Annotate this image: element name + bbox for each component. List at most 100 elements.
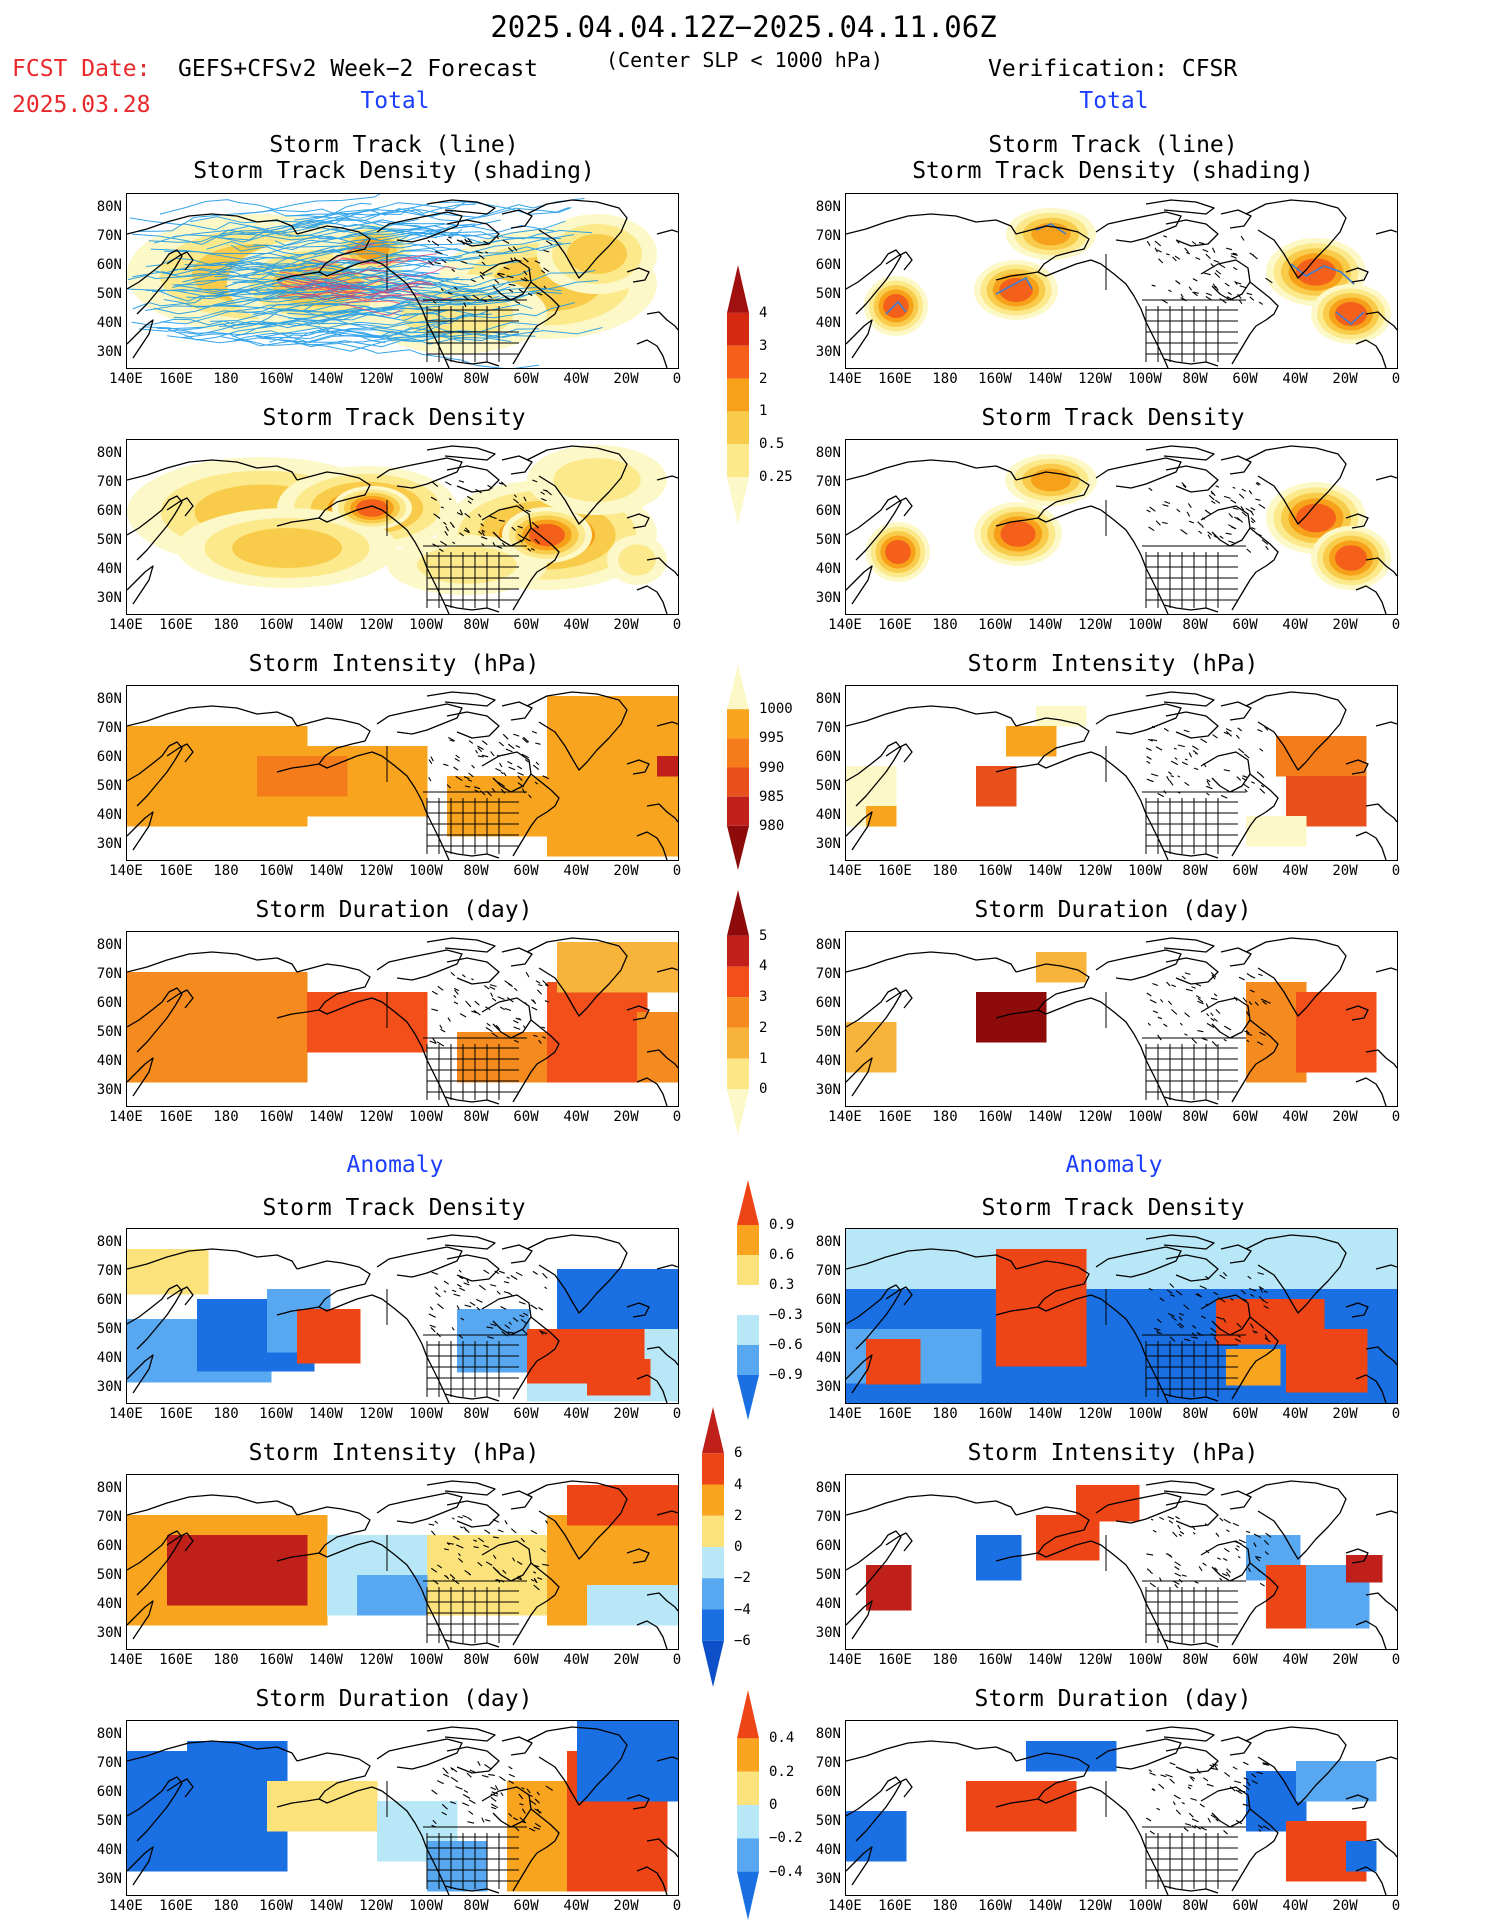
lat-tick-label: 40N (815, 561, 841, 577)
lon-tick-label: 60W (513, 371, 539, 387)
map-intensity-forecast (126, 685, 679, 861)
map-intensity-anom-forecast (126, 1474, 679, 1650)
lat-tick-label: 60N (815, 1292, 841, 1308)
lon-tick-label: 140E (828, 1406, 862, 1422)
lon-tick-label: 140W (309, 1406, 343, 1422)
lat-tick-label: 70N (96, 720, 122, 736)
colorbar-tick-label: −4 (734, 1601, 751, 1618)
colorbar-tick-label: −6 (734, 1632, 751, 1649)
lon-tick-label: 140E (109, 371, 143, 387)
lat-tick-label: 60N (815, 257, 841, 273)
colorbar-duration-total (727, 890, 749, 1135)
lat-tick-label: 50N (96, 286, 122, 302)
title-track-line-left: Storm Track (line) (269, 132, 519, 158)
title-duration-anom-left: Storm Duration (day) (255, 1686, 533, 1712)
lat-tick-label: 80N (815, 199, 841, 215)
lon-tick-label: 140W (309, 863, 343, 879)
lat-tick-label: 40N (815, 1842, 841, 1858)
lon-tick-label: 120W (1078, 1109, 1112, 1125)
lon-tick-label: 140E (109, 1652, 143, 1668)
colorbar-tick-label: 6 (734, 1445, 743, 1462)
lat-tick-label: 50N (96, 1813, 122, 1829)
lon-tick-label: 0 (1391, 863, 1401, 879)
lon-tick-label: 100W (409, 371, 443, 387)
map-density-verification (845, 439, 1398, 615)
lon-tick-label: 180 (932, 1652, 958, 1668)
lat-tick-label: 60N (96, 1292, 122, 1308)
lon-tick-label: 180 (932, 371, 958, 387)
colorbar-duration-anom (737, 1690, 759, 1920)
lon-tick-label: 140E (828, 863, 862, 879)
lat-tick-label: 70N (96, 1755, 122, 1771)
lon-tick-label: 140E (109, 1406, 143, 1422)
lon-tick-label: 60W (1232, 863, 1258, 879)
map-density-anom-verification (845, 1228, 1398, 1404)
lon-tick-label: 160E (878, 1109, 912, 1125)
total-label-right: Total (1079, 88, 1149, 114)
lat-tick-label: 30N (96, 836, 122, 852)
lat-tick-label: 50N (96, 1024, 122, 1040)
lon-tick-label: 80W (1182, 1652, 1208, 1668)
title-intensity-right: Storm Intensity (hPa) (967, 651, 1259, 677)
lon-tick-label: 20W (613, 1652, 639, 1668)
lon-tick-label: 180 (213, 617, 239, 633)
lon-tick-label: 160E (878, 371, 912, 387)
lon-tick-label: 120W (1078, 617, 1112, 633)
colorbar-tick-label: 0.3 (769, 1277, 795, 1293)
colorbar-tick-label: 4 (759, 304, 768, 321)
lon-tick-label: 60W (1232, 617, 1258, 633)
lon-tick-label: 80W (463, 1109, 489, 1125)
colorbar-tick-label: 0.6 (769, 1247, 795, 1263)
colorbar-tick-label: 5 (759, 927, 768, 944)
lat-tick-label: 30N (96, 1871, 122, 1887)
lon-tick-label: 0 (1391, 1652, 1401, 1668)
lon-tick-label: 180 (213, 1652, 239, 1668)
colorbar-tick-label: 0.5 (759, 436, 785, 453)
lon-tick-label: 40W (1282, 1652, 1308, 1668)
colorbar-tick-label: 2 (759, 370, 768, 387)
lon-tick-label: 180 (213, 371, 239, 387)
lon-tick-label: 100W (1128, 617, 1162, 633)
map-track-verification (845, 193, 1398, 369)
colorbar-tick-label: 4 (734, 1476, 743, 1493)
title-duration-anom-right: Storm Duration (day) (974, 1686, 1252, 1712)
lon-tick-label: 160E (159, 1406, 193, 1422)
lon-tick-label: 100W (409, 1898, 443, 1914)
model-label: GEFS+CFSv2 Week−2 Forecast (178, 56, 539, 82)
lat-tick-label: 70N (815, 720, 841, 736)
lat-tick-label: 50N (815, 1321, 841, 1337)
lon-tick-label: 140W (1028, 371, 1062, 387)
title-track-shading-right: Storm Track Density (shading) (912, 158, 1314, 184)
colorbar-intensity-total (727, 665, 749, 870)
colorbar-tick-label: −0.4 (769, 1863, 803, 1880)
lon-tick-label: 160E (878, 863, 912, 879)
lat-tick-label: 50N (96, 1567, 122, 1583)
colorbar-tick-label: 3 (759, 989, 768, 1006)
colorbar-tick-label: −2 (734, 1570, 751, 1587)
lon-tick-label: 0 (672, 371, 682, 387)
lon-tick-label: 80W (463, 1898, 489, 1914)
lon-tick-label: 0 (672, 1109, 682, 1125)
lon-tick-label: 100W (409, 1406, 443, 1422)
lon-tick-label: 120W (1078, 1406, 1112, 1422)
lat-tick-label: 40N (815, 807, 841, 823)
lon-tick-label: 140W (1028, 1406, 1062, 1422)
lon-tick-label: 140E (109, 617, 143, 633)
lon-tick-label: 100W (409, 1652, 443, 1668)
lon-tick-label: 120W (359, 617, 393, 633)
lon-tick-label: 140E (109, 1109, 143, 1125)
lat-tick-label: 50N (815, 778, 841, 794)
lat-tick-label: 70N (815, 228, 841, 244)
lon-tick-label: 60W (513, 863, 539, 879)
lon-tick-label: 20W (613, 1109, 639, 1125)
map-density-anom-forecast (126, 1228, 679, 1404)
lon-tick-label: 140W (309, 1652, 343, 1668)
lon-tick-label: 0 (1391, 1406, 1401, 1422)
lat-tick-label: 70N (96, 1263, 122, 1279)
lat-tick-label: 40N (815, 1596, 841, 1612)
lon-tick-label: 160W (978, 1652, 1012, 1668)
lon-tick-label: 120W (1078, 1652, 1112, 1668)
colorbar-tick-label: 0.9 (769, 1217, 795, 1233)
lat-tick-label: 60N (96, 995, 122, 1011)
lat-tick-label: 80N (815, 1480, 841, 1496)
